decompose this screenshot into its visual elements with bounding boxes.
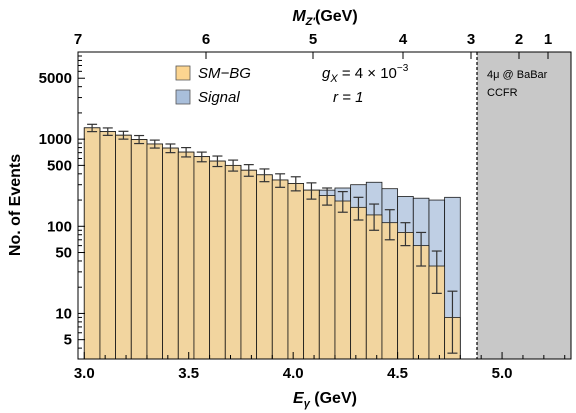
x-tick-label: 4.5 <box>387 365 408 382</box>
legend-swatch <box>175 89 191 105</box>
background-bar <box>162 147 179 360</box>
error-bar <box>228 159 239 172</box>
y-tick-label: 5 <box>64 332 72 349</box>
y-tick-label: 5000 <box>39 70 72 87</box>
error-bar <box>181 146 192 158</box>
top-tick-label: 3 <box>467 31 475 48</box>
background-bar <box>115 134 132 360</box>
error-bar <box>447 290 458 354</box>
error-bar <box>400 222 411 247</box>
y-tick-label: 50 <box>55 245 72 262</box>
legend-label: Signal <box>198 89 240 106</box>
top-tick-label: 5 <box>309 31 317 48</box>
x-tick-label: 3.0 <box>74 365 95 382</box>
error-bars-layer <box>87 123 458 354</box>
error-bar <box>102 127 113 136</box>
top-tick-label: 2 <box>515 31 523 48</box>
background-bar <box>287 183 305 360</box>
background-bar <box>303 189 320 360</box>
error-bar <box>134 134 145 145</box>
error-bar <box>259 168 270 183</box>
x-axis-title: Eγ (GeV) <box>293 390 357 410</box>
background-bar <box>209 160 226 360</box>
legend-label: SM−BG <box>198 65 251 82</box>
error-bar <box>87 123 98 133</box>
error-bar <box>384 209 395 241</box>
background-bar <box>146 143 164 360</box>
excluded-region <box>476 52 571 359</box>
excluded-region-label-line2: CCFR <box>487 87 518 99</box>
text-layer: Eγ (GeV) MZ'(GeV) No. of Events gX = 4 × 10… <box>7 8 548 410</box>
error-bar <box>275 173 286 188</box>
error-bar <box>416 231 427 267</box>
legend-swatch <box>175 65 191 81</box>
background-bar <box>334 200 352 360</box>
error-bar <box>306 182 317 200</box>
background-bar <box>271 179 289 360</box>
y-tick-label: 10 <box>55 305 72 322</box>
top-tick-label: 6 <box>202 31 210 48</box>
error-bar <box>431 250 442 294</box>
background-bar <box>177 151 195 360</box>
error-bar <box>196 151 207 163</box>
background-bar <box>397 232 414 360</box>
legend: SM−BG Signal <box>175 65 251 106</box>
x-tick-label: 4.0 <box>283 365 304 382</box>
background-bar <box>365 214 383 360</box>
excluded-region-label-line1: 4μ @ BaBar <box>487 69 548 81</box>
error-bar <box>212 155 223 168</box>
background-bar <box>99 131 117 360</box>
error-bar <box>353 196 364 221</box>
background-bar <box>130 139 148 360</box>
error-bar <box>322 187 333 206</box>
background-bar <box>256 174 273 360</box>
x-tick-label: 5.0 <box>492 365 513 382</box>
top-tick-label: 7 <box>74 31 82 48</box>
y-tick-label: 100 <box>47 218 72 235</box>
error-bar <box>290 176 301 192</box>
y-tick-label: 500 <box>47 157 72 174</box>
error-bar <box>337 191 348 213</box>
background-bar <box>350 206 367 360</box>
error-bar <box>165 143 176 154</box>
background-bar <box>193 156 211 360</box>
y-axis-title: No. of Events <box>7 154 24 256</box>
background-bar <box>318 195 336 360</box>
top-tick-label: 4 <box>399 31 408 48</box>
background-bar <box>83 127 101 360</box>
plot-frame <box>77 51 572 360</box>
coupling-annotation: gX = 4 × 10−3 <box>322 63 409 85</box>
top-axis-title: MZ'(GeV) <box>292 8 357 28</box>
error-bar <box>118 130 129 140</box>
top-tick-label: 1 <box>544 31 552 48</box>
axes-layer: 3.0 3.5 4.0 4.5 5.0 5 10 50 100 500 1000 5000 7 6 5 4 3 2… <box>39 31 572 382</box>
background-bar <box>381 222 399 360</box>
error-bar <box>149 139 160 149</box>
excluded-region-layer <box>476 52 571 359</box>
error-bar <box>243 164 254 177</box>
background-bar <box>224 164 242 360</box>
y-tick-label: 1000 <box>39 131 72 148</box>
ratio-annotation: r = 1 <box>333 89 363 106</box>
error-bar <box>369 203 380 231</box>
background-bar <box>240 169 258 360</box>
x-tick-label: 3.5 <box>178 365 199 382</box>
